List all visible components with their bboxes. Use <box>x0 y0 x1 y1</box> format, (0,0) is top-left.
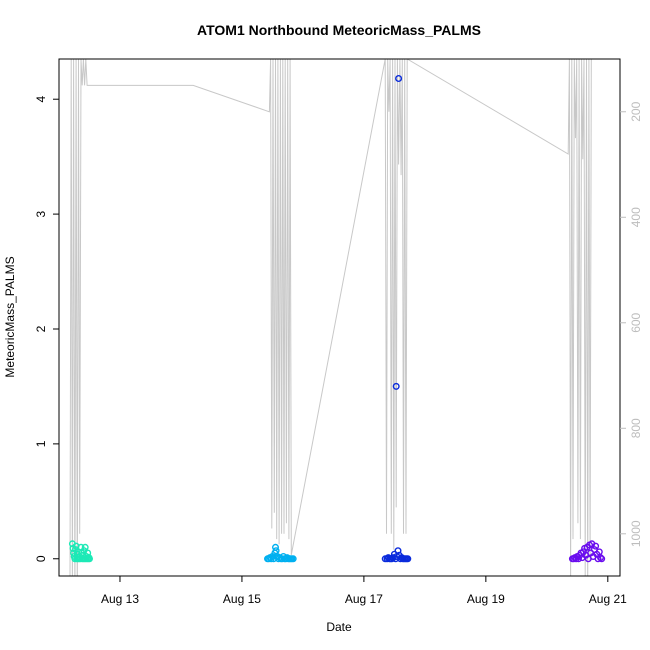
x-tick-label: Aug 13 <box>101 592 139 606</box>
y2-tick-label: 800 <box>629 418 643 438</box>
data-point <box>592 542 600 550</box>
y-tick-label: 1 <box>34 440 48 447</box>
data-point <box>575 555 583 563</box>
y2-tick-label: 400 <box>629 207 643 227</box>
data-points <box>68 74 606 563</box>
plot-frame <box>58 58 621 577</box>
pressure-line <box>69 59 592 576</box>
x-tick-label: Aug 17 <box>345 592 383 606</box>
chart-title: ATOM1 Northbound MeteoricMass_PALMS <box>197 22 481 38</box>
y-axis-label: MeteoricMass_PALMS <box>3 256 17 377</box>
y-tick-label: 0 <box>34 555 48 562</box>
x-axis-label: Date <box>326 620 352 634</box>
x-tick-label: Aug 19 <box>467 592 505 606</box>
data-point <box>404 555 412 563</box>
y-tick-label: 4 <box>34 96 48 103</box>
data-point <box>85 555 93 563</box>
data-point <box>383 555 391 563</box>
data-point <box>598 555 606 563</box>
data-point <box>81 543 89 551</box>
y2-tick-label: 600 <box>629 312 643 332</box>
data-point <box>392 382 400 390</box>
pressure-profile <box>69 59 592 576</box>
x-axis: Aug 13 Aug 15 Aug 17 Aug 19 Aug 21 <box>101 576 627 606</box>
y2-tick-label: 200 <box>629 101 643 121</box>
data-point <box>395 74 403 82</box>
y2-tick-label: 1000 <box>629 520 643 547</box>
y-tick-label: 2 <box>34 325 48 332</box>
y2-axis: 200 400 600 800 1000 <box>620 101 643 547</box>
data-point <box>272 543 280 551</box>
data-point <box>289 555 297 563</box>
x-tick-label: Aug 15 <box>223 592 261 606</box>
data-point <box>597 554 605 562</box>
x-tick-label: Aug 21 <box>589 592 627 606</box>
y-tick-label: 3 <box>34 210 48 217</box>
y-axis: 0 1 2 3 4 <box>34 96 59 562</box>
